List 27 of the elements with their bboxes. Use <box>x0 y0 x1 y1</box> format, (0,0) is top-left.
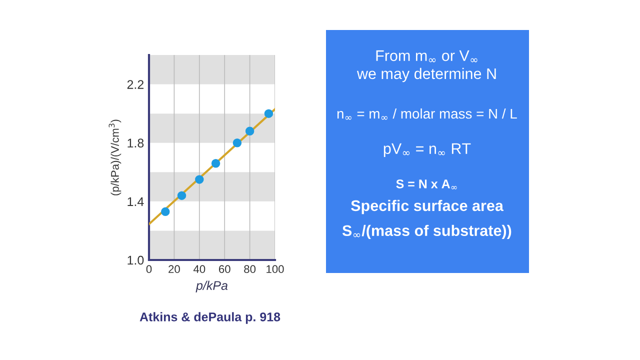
point <box>195 175 204 184</box>
x-tick-label: 60 <box>218 265 230 274</box>
x-axis-title: p/kPa <box>196 280 228 292</box>
text: From m$_{∞}$ or V$_{∞}$ <box>376 50 478 62</box>
y-tick-label: 2.2 <box>127 80 144 89</box>
y-tick-label: 1.4 <box>128 197 144 206</box>
text: S = N x A$_{∞}$ <box>396 179 457 190</box>
point <box>177 191 186 200</box>
point <box>264 109 274 118</box>
x-tick-label: 100 <box>266 265 284 274</box>
y-tick-label: 1.8 <box>128 138 144 148</box>
x-tick-label: 40 <box>193 265 206 274</box>
text: Atkins & dePaula p. 918 <box>140 312 280 324</box>
y-tick-label: 1.0 <box>128 256 144 265</box>
text: n$_{∞}$ = m$_{∞}$ / molar mass = N / L <box>337 108 517 120</box>
point <box>161 207 170 216</box>
text: S$_{∞}$/(mass of substrate)) <box>342 224 512 240</box>
point <box>245 126 254 136</box>
point <box>232 138 242 148</box>
x-tick-label: 0 <box>146 265 152 274</box>
point <box>211 158 220 168</box>
text: pV$_{∞}$ = n$_{∞}$ RT <box>384 143 471 158</box>
x-tick-label: 80 <box>244 265 256 274</box>
x-tick-label: 20 <box>168 265 180 274</box>
text: Specific surface area <box>351 200 504 214</box>
y-axis-title: (p/kPa)/(V/cm$^{3}$) <box>108 120 122 196</box>
text: we may determine N <box>356 68 496 82</box>
